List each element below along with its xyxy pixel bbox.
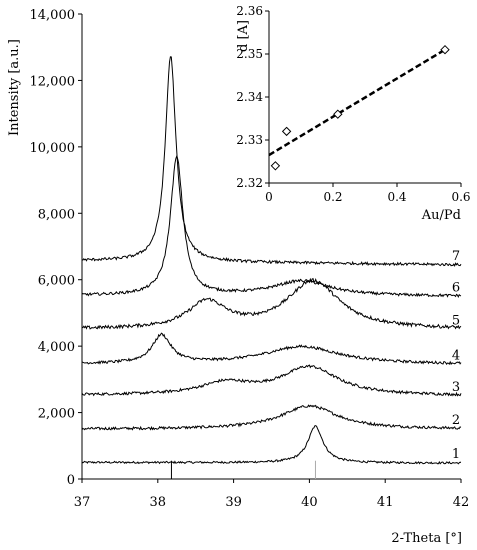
- inset-plot: 2.32 2.33 2.34 2.35 2.36 0 0.2 0.4 0.6 Au/Pd d [A]: [236, 4, 471, 223]
- series-5-line: [81, 277, 462, 330]
- series-2-line: [81, 404, 462, 431]
- series-1-line: [81, 425, 462, 465]
- y-tick-label: 0: [67, 473, 75, 488]
- x-tick-label: 41: [377, 495, 394, 510]
- inset-y-tick-label: 2.36: [236, 4, 263, 18]
- x-tick-label: 40: [301, 495, 318, 510]
- inset-y-tick-label: 2.33: [236, 133, 263, 147]
- inset-data-point: [333, 109, 343, 119]
- y-tick-label: 6,000: [38, 274, 75, 289]
- series-7-label: 7: [452, 249, 460, 264]
- inset-x-tick-label: 0: [265, 190, 273, 204]
- y-tick-label: 10,000: [30, 141, 76, 156]
- inset-x-tick-label: 0.2: [323, 190, 342, 204]
- series-4-label: 4: [452, 348, 460, 363]
- series-2-label: 2: [452, 413, 460, 428]
- series-3-line: [81, 364, 462, 397]
- inset-y-tick-label: 2.35: [236, 47, 263, 61]
- y-tick-label: 12,000: [30, 74, 76, 89]
- series-3-label: 3: [452, 380, 460, 395]
- series-6-line: [81, 154, 462, 298]
- x-tick-label: 42: [453, 495, 470, 510]
- inset-trendline: [268, 48, 446, 157]
- inset-y-axis-title: d [A]: [236, 20, 251, 52]
- x-tick-label: 39: [225, 495, 242, 510]
- inset-data-point: [270, 161, 281, 171]
- y-tick-label: 8,000: [38, 207, 75, 222]
- y-tick-label: 4,000: [38, 340, 75, 355]
- x-tick-label: 37: [74, 495, 91, 510]
- series-7-line: [81, 56, 462, 268]
- inset-x-tick-label: 0.6: [451, 190, 470, 204]
- x-axis-title: 2-Theta [°]: [391, 531, 462, 546]
- inset-data-point: [440, 44, 450, 55]
- main-plot: 0 2,000 4,000 6,000 8,000 10,000 12,000 14,000 3…: [7, 8, 469, 546]
- inset-x-tick-label: 0.4: [387, 190, 406, 204]
- inset-y-tick-label: 2.34: [236, 90, 263, 104]
- inset-x-axis-title: Au/Pd: [421, 208, 461, 223]
- y-axis-title: Intensity [a.u.]: [7, 39, 22, 136]
- y-tick-label: 14,000: [30, 8, 76, 23]
- series-1-label: 1: [452, 447, 460, 462]
- series-6-label: 6: [452, 280, 460, 295]
- inset-y-tick-label: 2.32: [236, 176, 263, 190]
- x-tick-label: 38: [150, 495, 167, 510]
- y-tick-label: 2,000: [38, 407, 75, 422]
- inset-data-point: [281, 126, 292, 137]
- series-4-line: [81, 332, 462, 366]
- series-5-label: 5: [452, 314, 460, 329]
